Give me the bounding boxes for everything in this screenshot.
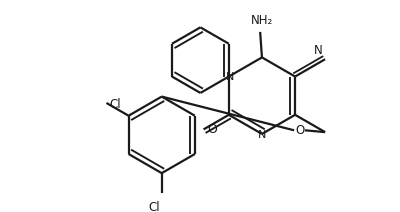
- Text: Cl: Cl: [149, 201, 160, 212]
- Text: O: O: [208, 123, 218, 136]
- Text: N: N: [226, 71, 234, 82]
- Text: O: O: [295, 124, 304, 137]
- Text: N: N: [258, 130, 266, 140]
- Text: NH₂: NH₂: [251, 14, 273, 28]
- Text: N: N: [314, 44, 322, 57]
- Text: Cl: Cl: [110, 98, 122, 111]
